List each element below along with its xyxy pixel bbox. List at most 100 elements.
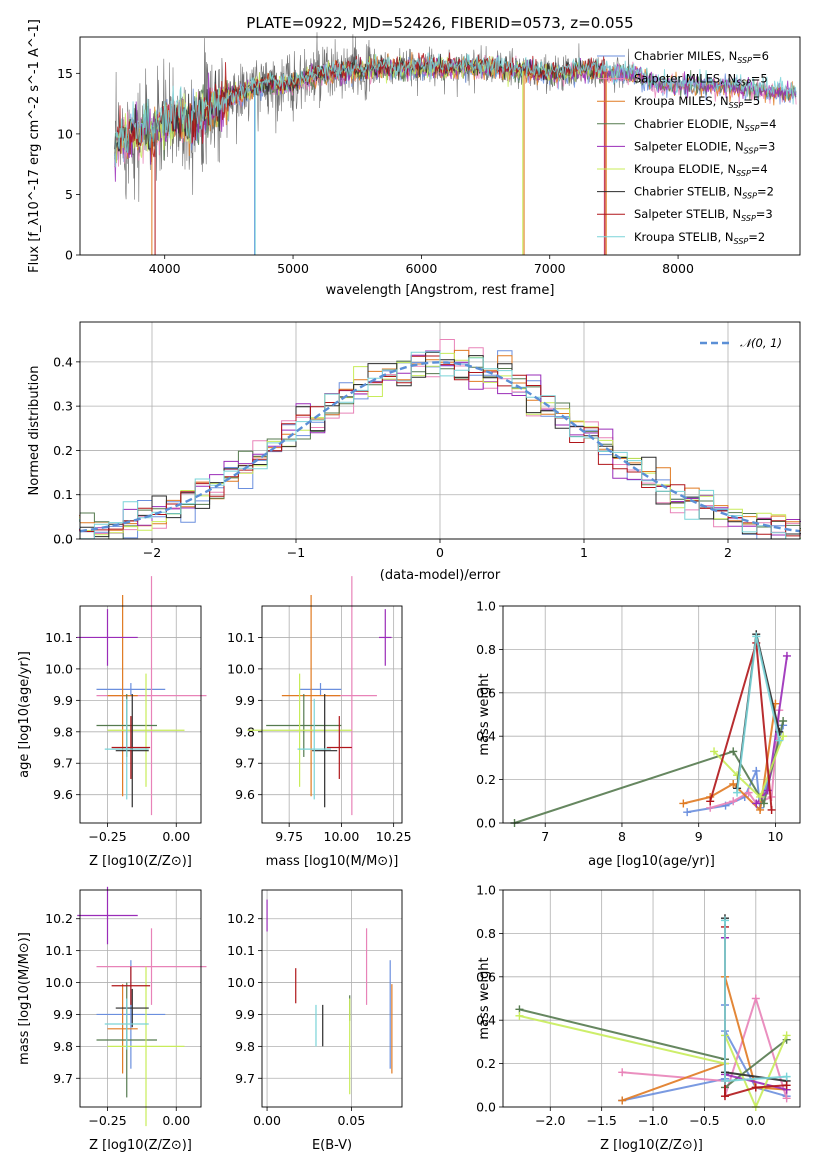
- y-tick-label: 5: [65, 187, 73, 202]
- x-tick-label: 0: [436, 545, 444, 560]
- weight_z-axes: −2.0 −1.5 −1.0 −0.5 0.0 0.0 0.2 0.4 0.6 0.8 1.0: [476, 883, 800, 1128]
- weight-marker: [782, 1031, 791, 1040]
- legend-label-sub: SSP: [744, 146, 759, 155]
- y-tick-label: 10.1: [227, 943, 255, 958]
- y-tick-label: 10.0: [227, 661, 255, 676]
- y-tick-label: 1.0: [476, 883, 496, 898]
- x-axis-label: wavelength [Angstrom, rest frame]: [326, 283, 555, 298]
- y-tick-label: 9.7: [53, 756, 73, 771]
- weight-marker: [759, 799, 768, 808]
- weight-marker: [729, 779, 738, 788]
- y-tick-label: 0.4: [476, 729, 496, 744]
- legend-label: Chabrier STELIB, NSSP=2: [634, 185, 774, 201]
- weight-marker: [720, 1076, 729, 1085]
- weight-marker: [706, 797, 715, 806]
- y-tick-label: 10.1: [45, 630, 73, 645]
- y-tick-label: 0: [65, 248, 73, 263]
- histogram-series-8: [65, 351, 815, 540]
- y-axis-label: age [log10(age/yr)]: [17, 651, 32, 778]
- weight-marker: [756, 792, 765, 801]
- x-tick-label: −1.5: [586, 1113, 616, 1128]
- legend-label: Kroupa STELIB, NSSP=2: [634, 230, 765, 246]
- x-tick-label: 0.00: [253, 1113, 281, 1128]
- x-tick-label: 8: [618, 829, 626, 844]
- weight-line: [709, 710, 781, 809]
- errorbar-point: [107, 984, 138, 1074]
- legend-label-sub: SSP: [737, 56, 752, 65]
- legend-label-tail: =4: [751, 162, 768, 176]
- weight_age-axes: 7 8 9 10 0.0 0.2 0.4 0.6 0.8 1.0: [476, 599, 800, 844]
- x-tick-label: −0.5: [689, 1113, 719, 1128]
- errorbar-point: [111, 966, 151, 1005]
- errorbar-point: [326, 716, 352, 779]
- legend-label-main: Salpeter STELIB, N: [634, 207, 741, 221]
- y-tick-label: 9.9: [53, 693, 73, 708]
- weight-marker: [751, 994, 760, 1003]
- legend-label-tail: =3: [758, 139, 775, 153]
- hist-axes-frame: [79, 321, 801, 540]
- mass_ebv-axes-frame: [261, 889, 403, 1108]
- weight-marker: [782, 1072, 791, 1081]
- age_mass-points: [247, 576, 392, 816]
- y-tick-label: 0.2: [476, 1056, 496, 1071]
- y-tick-label: 9.7: [235, 1071, 255, 1086]
- weight-marker: [618, 1068, 627, 1077]
- weight-marker: [775, 736, 784, 745]
- y-tick-label: 9.6: [235, 787, 255, 802]
- y-tick-label: 9.8: [53, 1039, 73, 1054]
- weight_z-axes-frame: [502, 889, 801, 1108]
- legend-label-tail: =6: [752, 49, 769, 63]
- legend-label-sub: SSP: [741, 214, 756, 223]
- weight-marker: [782, 1094, 791, 1103]
- legend-label: Chabrier MILES, NSSP=6: [634, 49, 769, 65]
- errorbar-point: [104, 698, 149, 800]
- mask-left: [0, 321, 79, 540]
- y-tick-label: 0.8: [476, 642, 496, 657]
- y-tick-label: 9.9: [235, 1007, 255, 1022]
- legend-label-tail: =5: [751, 72, 768, 86]
- errorbar-point: [299, 683, 342, 696]
- mass_z-axes: −0.25 0.00 9.7 9.8 9.9 10.0 10.1 10.2: [45, 890, 201, 1128]
- weight-marker: [751, 1083, 760, 1092]
- errorbar-point: [281, 594, 341, 797]
- legend-label-sub: SSP: [736, 169, 751, 178]
- y-tick-label: 9.7: [235, 756, 255, 771]
- x-tick-label: −0.25: [88, 1113, 126, 1128]
- x-tick-label: 10.25: [376, 829, 412, 844]
- mass_ebv-points: [266, 899, 393, 1095]
- legend-label-main: Chabrier STELIB, N: [634, 185, 742, 199]
- legend-label-main: Kroupa MILES, N: [634, 94, 729, 108]
- errorbar-point: [312, 694, 338, 808]
- legend-label-sub: SSP: [729, 101, 744, 110]
- y-tick-label: 10: [57, 126, 73, 141]
- y-tick-label: 9.6: [53, 787, 73, 802]
- weight-marker: [679, 799, 688, 808]
- y-tick-label: 0.2: [53, 443, 73, 458]
- x-tick-label: 9: [695, 829, 703, 844]
- errorbar-point: [115, 988, 149, 1028]
- errorbar-point: [77, 886, 138, 945]
- legend-label-sub: SSP: [734, 237, 749, 246]
- x-tick-label: 7: [541, 829, 549, 844]
- mass_z-points: [77, 886, 207, 1127]
- weight_age-axes-frame: [502, 605, 801, 824]
- y-tick-label: 0.6: [476, 685, 496, 700]
- x-tick-label: 7000: [534, 261, 566, 276]
- age_z-axes-frame: [79, 605, 202, 824]
- weight-marker: [782, 651, 791, 660]
- x-tick-label: −1: [287, 545, 305, 560]
- legend-label-tail: =2: [757, 185, 774, 199]
- mask-right: [801, 321, 819, 540]
- y-tick-label: 15: [57, 66, 73, 81]
- legend-label: Chabrier ELODIE, NSSP=4: [634, 117, 776, 133]
- errorbar-point: [297, 698, 331, 800]
- x-axis-label: Z [log10(Z/Z⊙)]: [89, 854, 192, 869]
- errorbar-point: [247, 673, 352, 787]
- x-tick-label: 0.0: [746, 1113, 766, 1128]
- hist-axes: −2 −1 0 1 2 0.0 0.1 0.2 0.3 0.4: [53, 322, 800, 560]
- x-axis-label: E(B-V): [312, 1138, 352, 1153]
- y-axis-label: mass weight: [477, 957, 492, 1039]
- x-tick-label: 6000: [405, 261, 437, 276]
